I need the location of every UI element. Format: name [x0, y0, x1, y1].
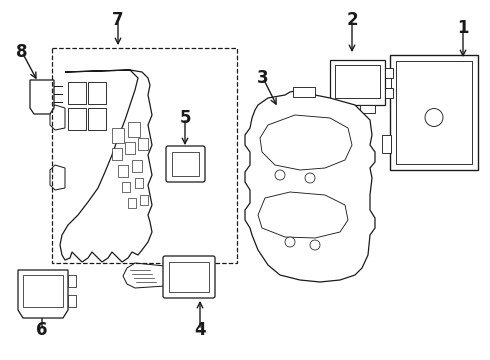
Bar: [68, 108, 86, 130]
Text: 1: 1: [457, 19, 469, 37]
Text: 7: 7: [112, 11, 124, 29]
Text: 3: 3: [257, 69, 269, 87]
FancyBboxPatch shape: [163, 256, 215, 298]
Circle shape: [285, 237, 295, 247]
Bar: [140, 195, 148, 205]
Polygon shape: [260, 115, 352, 170]
Bar: [385, 88, 393, 98]
Bar: [125, 142, 135, 154]
Bar: [23, 275, 63, 307]
Bar: [385, 68, 393, 78]
Bar: [172, 152, 199, 176]
Circle shape: [425, 108, 443, 126]
Bar: [169, 262, 209, 292]
Bar: [88, 82, 106, 104]
Polygon shape: [60, 70, 152, 262]
Bar: [88, 108, 106, 130]
Polygon shape: [30, 80, 54, 114]
Bar: [335, 65, 380, 98]
Text: 5: 5: [179, 109, 191, 127]
Text: 2: 2: [346, 11, 358, 29]
Circle shape: [275, 170, 285, 180]
Bar: [112, 128, 124, 143]
FancyBboxPatch shape: [166, 146, 205, 182]
Bar: [360, 105, 375, 113]
Bar: [138, 138, 148, 150]
Text: 6: 6: [36, 321, 48, 339]
Bar: [390, 55, 478, 170]
Bar: [293, 87, 315, 97]
Circle shape: [305, 173, 315, 183]
Polygon shape: [245, 90, 375, 282]
Text: 4: 4: [194, 321, 206, 339]
Bar: [330, 60, 385, 105]
Polygon shape: [50, 165, 65, 190]
Bar: [340, 105, 355, 113]
Bar: [68, 275, 76, 287]
Bar: [128, 122, 140, 137]
Bar: [112, 148, 122, 160]
Bar: [118, 165, 128, 177]
Text: 8: 8: [16, 43, 28, 61]
Bar: [135, 178, 143, 188]
Bar: [122, 182, 130, 192]
Polygon shape: [18, 270, 68, 318]
Bar: [128, 198, 136, 208]
Bar: [382, 70, 391, 88]
Bar: [382, 135, 391, 153]
Polygon shape: [123, 263, 165, 288]
Bar: [52, 48, 237, 263]
Bar: [68, 295, 76, 307]
Bar: [68, 82, 86, 104]
Bar: [396, 61, 472, 164]
Bar: [132, 160, 142, 172]
Polygon shape: [258, 192, 348, 238]
Circle shape: [310, 240, 320, 250]
Polygon shape: [50, 105, 65, 130]
